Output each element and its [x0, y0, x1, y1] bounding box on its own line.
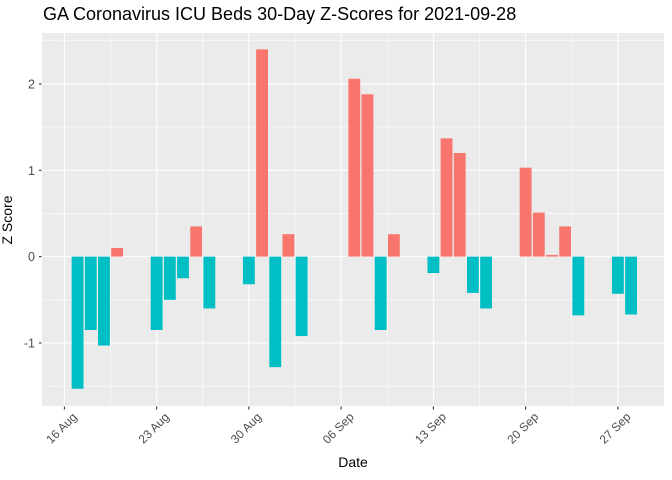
bar-23-sep: [559, 226, 572, 257]
y-tick-label: 0: [28, 250, 35, 264]
x-axis-title: Date: [338, 454, 368, 470]
y-tick-label: -1: [24, 336, 35, 350]
bar-17-sep: [480, 256, 493, 309]
bar-02-sep: [282, 234, 295, 257]
x-tick-label: 16 Aug: [43, 410, 79, 446]
bar-18-aug: [84, 256, 97, 331]
bar-09-sep: [374, 256, 387, 331]
bar-17-aug: [71, 256, 84, 389]
bar-28-sep: [625, 256, 637, 315]
y-tick-label: 1: [28, 164, 35, 178]
bar-19-aug: [98, 256, 110, 346]
x-tick-label: 30 Aug: [228, 410, 264, 446]
bar-01-sep: [269, 256, 282, 368]
x-tick-label: 20 Sep: [504, 410, 541, 447]
bar-08-sep: [361, 94, 374, 257]
bar-27-sep: [611, 256, 624, 294]
bar-30-aug: [242, 256, 255, 285]
x-tick-label: 06 Sep: [320, 410, 357, 447]
bar-13-sep: [427, 256, 440, 274]
y-tick-label: 2: [28, 77, 35, 91]
bar-22-sep: [546, 254, 558, 257]
bar-03-sep: [295, 256, 308, 337]
bar-14-sep: [440, 138, 453, 257]
bar-07-sep: [348, 78, 361, 257]
bar-20-aug: [111, 247, 124, 257]
bar-21-sep: [532, 212, 545, 257]
bar-26-aug: [190, 226, 203, 257]
bar-24-aug: [163, 256, 176, 300]
bar-16-sep: [466, 256, 479, 293]
bar-25-aug: [177, 256, 189, 279]
bar-24-sep: [572, 256, 585, 316]
bar-31-aug: [256, 49, 268, 257]
chart-title: GA Coronavirus ICU Beds 30-Day Z-Scores …: [43, 4, 517, 24]
x-tick-label: 13 Sep: [412, 410, 449, 447]
bar-15-sep: [453, 153, 466, 257]
bar-10-sep: [387, 234, 400, 257]
bar-20-sep: [519, 167, 532, 257]
x-tick-label: 23 Aug: [136, 410, 172, 446]
bar-27-aug: [203, 256, 216, 309]
x-tick-label: 27 Sep: [597, 410, 634, 447]
y-axis-title: Z Score: [0, 195, 15, 245]
bar-23-aug: [150, 256, 163, 331]
